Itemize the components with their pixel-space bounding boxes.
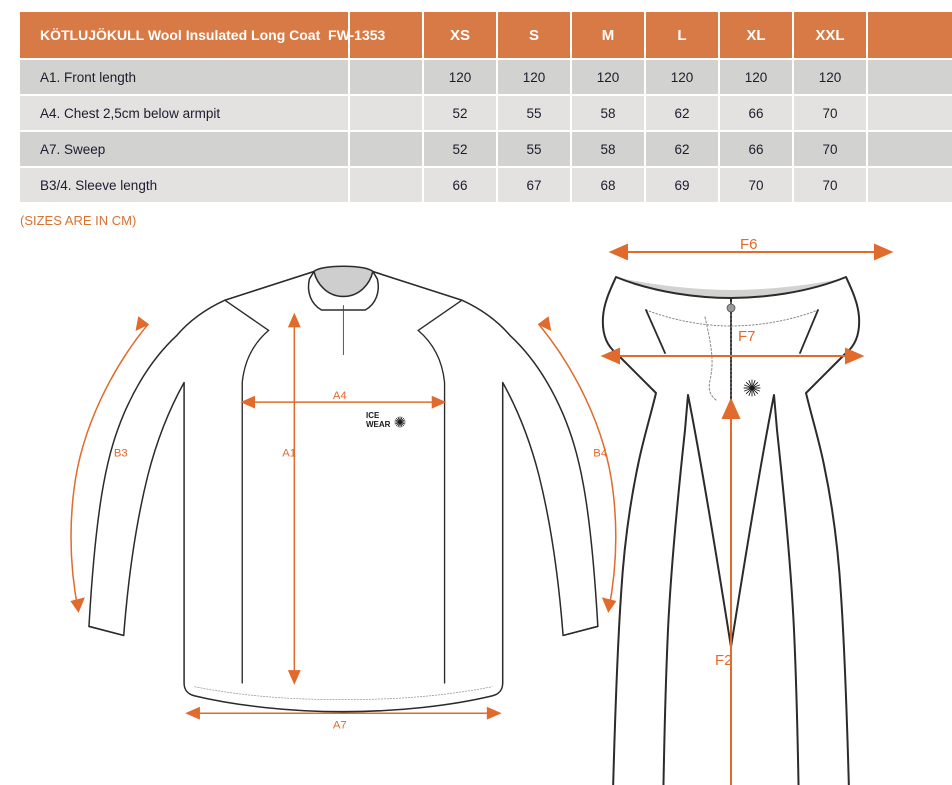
- svg-text:A7: A7: [333, 719, 347, 731]
- svg-text:A1: A1: [282, 448, 296, 460]
- svg-text:B3: B3: [114, 448, 128, 460]
- svg-text:A4: A4: [333, 390, 347, 402]
- svg-text:F2: F2: [715, 652, 733, 669]
- svg-text:F7: F7: [738, 328, 756, 345]
- svg-text:F6: F6: [740, 236, 758, 253]
- svg-text:B4: B4: [593, 448, 607, 460]
- svg-text:WEAR: WEAR: [366, 420, 391, 429]
- svg-text:ICE: ICE: [366, 411, 380, 420]
